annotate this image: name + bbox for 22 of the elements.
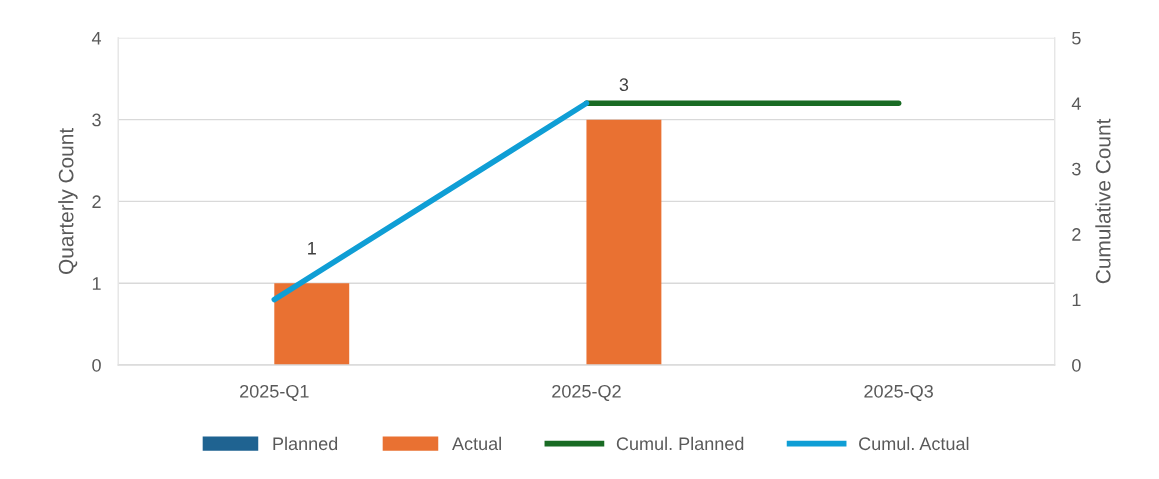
y-tick-label: 2 <box>92 195 101 208</box>
x-tick-label: 2025-Q1 <box>240 384 309 401</box>
data-label: 3 <box>619 78 629 92</box>
legend-label: Cumul. Actual <box>859 436 969 451</box>
y2-tick-label: 0 <box>1072 358 1081 372</box>
y-tick-label: 0 <box>92 358 101 372</box>
y-tick-label: 4 <box>91 31 102 45</box>
y2-tick-label: 2 <box>1072 228 1081 241</box>
y2-axis-title: Cumulative Count <box>1095 118 1111 284</box>
legend-label: Cumul. Planned <box>616 436 744 451</box>
legend-label: Actual <box>452 436 501 451</box>
y2-tick-label: 5 <box>1072 31 1081 45</box>
y2-tick-label: 3 <box>1072 162 1081 176</box>
y-tick-label: 3 <box>92 113 101 127</box>
x-tick-label: 2025-Q2 <box>552 384 621 401</box>
y-axis-title: Quarterly Count <box>58 128 78 274</box>
y2-tick-label: 4 <box>1071 97 1081 110</box>
y2-tick-label: 1 <box>1072 293 1081 307</box>
legend-label: Planned <box>273 436 338 451</box>
y-tick-label: 1 <box>92 277 101 290</box>
data-label: 1 <box>308 242 316 255</box>
x-tick-label: 2025-Q3 <box>864 384 933 401</box>
